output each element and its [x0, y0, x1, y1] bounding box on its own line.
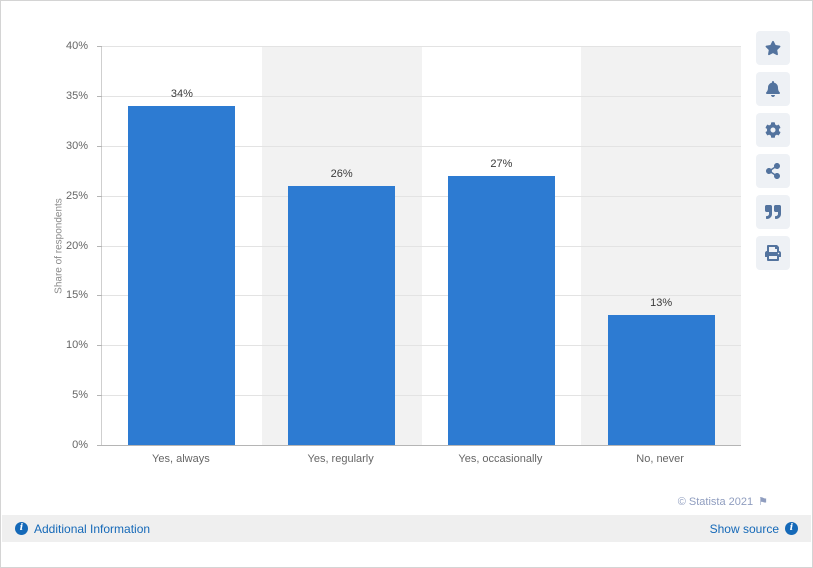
value-label: 34%: [170, 87, 193, 100]
y-tick-label: 25%: [65, 189, 88, 202]
additional-information-label: Additional Information: [34, 521, 151, 536]
y-tick-mark: [97, 195, 102, 197]
star-icon: [765, 40, 781, 56]
y-tick-mark: [97, 295, 102, 297]
gridline: [102, 395, 741, 397]
additional-information-link[interactable]: i Additional Information: [15, 522, 150, 536]
gridline: [102, 46, 741, 47]
gear-icon: [765, 122, 781, 138]
y-tick-mark: [97, 345, 102, 347]
share-button[interactable]: [756, 154, 790, 188]
gridline: [102, 195, 741, 197]
y-tick-label: 35%: [65, 89, 88, 102]
show-source-label: Show source: [709, 521, 779, 536]
y-tick-label: 30%: [65, 139, 88, 152]
x-axis: Yes, always Yes, regularly Yes, occasional…: [101, 453, 741, 471]
plot-area: 34% 26% 27% 13%: [97, 46, 741, 446]
y-tick-mark: [97, 245, 102, 247]
y-tick-mark: [97, 445, 102, 446]
settings-button[interactable]: [756, 113, 790, 147]
info-icon: i: [15, 522, 28, 535]
y-tick-label: 10%: [65, 339, 88, 352]
chart-toolbar: [756, 31, 790, 270]
y-tick-label: 0%: [72, 439, 88, 451]
value-label: 13%: [650, 297, 673, 310]
bar[interactable]: [288, 185, 396, 445]
gridline: [102, 295, 741, 297]
y-tick-label: 20%: [65, 239, 88, 252]
alerts-button[interactable]: [756, 72, 790, 106]
y-tick-mark: [97, 145, 102, 147]
share-icon: [766, 163, 780, 179]
y-tick-label: 5%: [72, 389, 88, 402]
quote-icon: [765, 205, 781, 219]
y-tick-label: 15%: [65, 289, 88, 302]
favorite-button[interactable]: [756, 31, 790, 65]
y-axis: 0% 5% 10% 15% 20% 25% 30% 35% 40%: [1, 40, 95, 451]
gridline: [102, 245, 741, 247]
copyright-text: © Statista 2021: [677, 495, 754, 508]
value-label: 27%: [490, 157, 513, 170]
y-tick-mark: [97, 95, 102, 97]
bell-icon: [765, 81, 781, 97]
footer-bar: i Additional Information Show source i: [2, 515, 811, 542]
y-tick-label: 40%: [65, 40, 88, 52]
print-icon: [765, 245, 781, 261]
gridline: [102, 95, 741, 97]
bar[interactable]: [607, 315, 715, 445]
gridline: [102, 145, 741, 147]
bar[interactable]: [447, 175, 555, 445]
x-tick-label: No, never: [636, 453, 684, 465]
info-icon: i: [785, 522, 798, 535]
x-tick-label: Yes, regularly: [307, 453, 374, 465]
show-source-link[interactable]: Show source i: [710, 522, 798, 536]
print-button[interactable]: [756, 236, 790, 270]
x-tick-label: Yes, always: [152, 453, 210, 465]
cite-button[interactable]: [756, 195, 790, 229]
x-tick-label: Yes, occasionally: [458, 453, 543, 465]
gridline: [102, 345, 741, 347]
bar[interactable]: [128, 105, 236, 445]
flag-icon: ⚑: [758, 496, 768, 508]
copyright: © Statista 2021 ⚑: [677, 495, 768, 509]
value-label: 26%: [330, 167, 353, 180]
y-tick-mark: [97, 395, 102, 397]
y-tick-mark: [97, 46, 102, 47]
